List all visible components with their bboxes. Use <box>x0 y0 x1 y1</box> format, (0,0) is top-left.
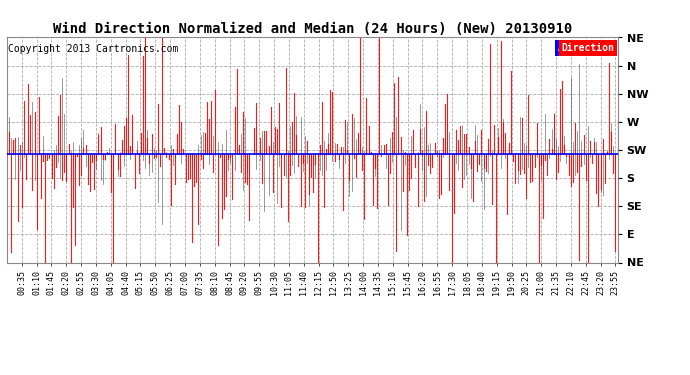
Text: Average: Average <box>558 43 599 53</box>
Text: Copyright 2013 Cartronics.com: Copyright 2013 Cartronics.com <box>8 44 179 54</box>
Title: Wind Direction Normalized and Median (24 Hours) (New) 20130910: Wind Direction Normalized and Median (24… <box>52 22 572 36</box>
Text: Direction: Direction <box>562 43 615 53</box>
